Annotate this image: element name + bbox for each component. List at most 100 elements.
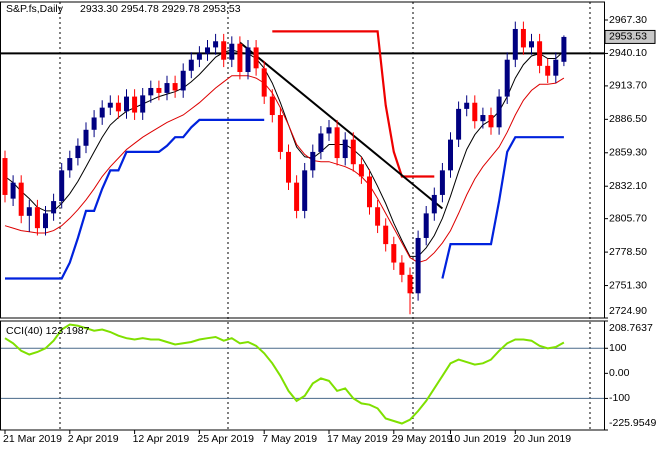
candle-body — [294, 182, 300, 211]
y-tick-label: 0.00 — [609, 367, 630, 379]
candle-body — [140, 95, 146, 113]
candle-body — [115, 102, 121, 112]
y-tick-label: 2859.30 — [609, 147, 647, 159]
candle-body — [83, 129, 89, 146]
candle-body — [67, 158, 73, 171]
x-tick-label: 2 Apr 2019 — [68, 433, 119, 445]
candle-body — [172, 83, 178, 91]
y-tick-label: 2751.30 — [609, 279, 647, 291]
y-tick-label: 2805.70 — [609, 212, 647, 224]
candle-body — [553, 59, 559, 76]
candle-body — [75, 145, 81, 159]
y-tick-label: 100 — [609, 342, 627, 354]
candle-body — [464, 102, 470, 109]
candle-body — [561, 36, 567, 62]
candle-body — [205, 47, 210, 54]
indicator-line — [4, 75, 565, 264]
separator-lines — [59, 2, 591, 430]
candle-body — [456, 108, 462, 140]
candle-body — [245, 47, 251, 73]
candle-body — [269, 96, 275, 116]
candle-body — [302, 170, 308, 211]
y-tick-label: 208.7637 — [609, 322, 653, 334]
candle-body — [124, 96, 129, 112]
candle-body — [277, 115, 283, 152]
candle-body — [132, 96, 138, 113]
indicator-title: CCI(40) 123.1987 — [6, 325, 90, 337]
panel-frame — [0, 1, 605, 319]
x-tick-label: 25 Apr 2019 — [197, 433, 254, 445]
candle-body — [375, 207, 381, 226]
candle-body — [326, 127, 332, 134]
candle-body — [107, 102, 113, 108]
candle-body — [2, 158, 8, 195]
candle-body — [99, 107, 105, 118]
candle-body — [221, 41, 227, 60]
candle-body — [520, 28, 526, 48]
candle-body — [512, 28, 518, 60]
candle-body — [310, 151, 316, 171]
indicator-line — [272, 30, 435, 178]
candle-body — [188, 59, 194, 71]
x-tick-label: 20 Jun 2019 — [513, 433, 571, 445]
candle-body — [383, 225, 389, 245]
candle-body — [504, 59, 510, 97]
y-tick-label: 2724.90 — [609, 305, 647, 317]
candle-body — [488, 115, 494, 128]
y-tick-label: -225.9549 — [609, 417, 656, 429]
y-tick-label: 2886.50 — [609, 113, 647, 125]
y-tick-label: -100 — [609, 392, 630, 404]
candle-body — [367, 176, 372, 208]
candle-body — [59, 170, 65, 202]
candle-body — [415, 237, 421, 294]
chart-title: S&P.fs,Daily — [6, 3, 64, 15]
candle-body — [391, 244, 397, 263]
ohlc-info: 2933.30 2954.78 2929.78 2953.53 — [80, 3, 241, 15]
candle-body — [448, 139, 453, 171]
candle-body — [229, 43, 235, 60]
candle-body — [358, 164, 364, 177]
candle-body — [286, 151, 291, 183]
y-tick-label: 2778.50 — [609, 246, 647, 258]
candle-body — [537, 41, 543, 66]
candle-body — [261, 68, 267, 97]
candle-body — [237, 43, 243, 73]
candle-body — [407, 274, 413, 294]
candle-body — [545, 65, 551, 76]
candle-body — [10, 182, 16, 199]
candle-body — [26, 207, 32, 216]
candle-body — [43, 213, 48, 229]
candle-body — [439, 170, 445, 195]
candle-body — [196, 53, 202, 60]
x-tick-label: 10 Jun 2019 — [449, 433, 507, 445]
candle-body — [318, 133, 324, 152]
candle-body — [253, 47, 259, 69]
candle-body — [148, 87, 154, 96]
candle-body — [529, 41, 534, 48]
candle-body — [399, 262, 405, 275]
candle-body — [18, 182, 24, 216]
x-tick-label: 29 May 2019 — [392, 433, 453, 445]
y-tick-label: 2967.30 — [609, 14, 647, 26]
candle-body — [350, 139, 356, 165]
cci-line — [4, 323, 565, 425]
candle-body — [91, 117, 97, 130]
x-tick-label: 12 Apr 2019 — [133, 433, 190, 445]
y-tick-label: 2940.10 — [609, 47, 647, 59]
candle-body — [164, 83, 170, 93]
x-tick-label: 7 May 2019 — [262, 433, 317, 445]
y-tick-label: 2913.70 — [609, 80, 647, 92]
candle-body — [342, 139, 348, 159]
candle-body — [431, 194, 437, 214]
candle-body — [480, 115, 486, 122]
x-tick-label: 21 Mar 2019 — [3, 433, 62, 445]
y-tick-label: 2832.10 — [609, 180, 647, 192]
indicator-line — [4, 49, 565, 257]
candle-body — [496, 96, 502, 128]
price-tag: 2953.53 — [609, 31, 647, 43]
candle-body — [156, 87, 162, 93]
candle-body — [423, 213, 429, 238]
candle-body — [51, 201, 57, 214]
x-tick-label: 17 May 2019 — [327, 433, 388, 445]
